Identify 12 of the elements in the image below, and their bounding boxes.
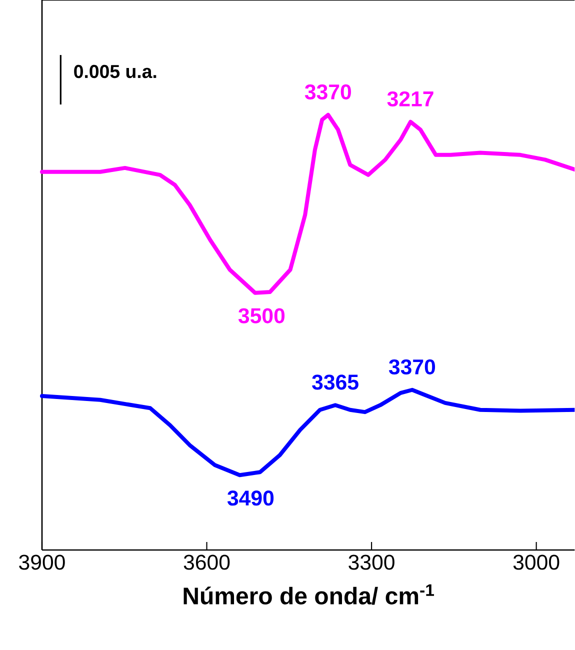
annotation: 3365 — [312, 374, 359, 390]
x-tick-label: 3900 — [19, 554, 66, 570]
x-axis-title: Número de onda/ cm$^{-1}$ — [184, 584, 434, 605]
annotation: 3370 — [389, 359, 436, 374]
annotation: 3217 — [387, 91, 434, 106]
x-tick-label: 3300 — [348, 554, 395, 570]
annotation: 3500 — [238, 308, 285, 324]
x-tick-label: 3000 — [514, 554, 560, 570]
x-tick-label: 3600 — [184, 554, 230, 570]
annotation: 3370 — [305, 84, 352, 100]
annotation: 3490 — [228, 490, 274, 506]
text: 0.005 u.a. — [74, 64, 156, 78]
